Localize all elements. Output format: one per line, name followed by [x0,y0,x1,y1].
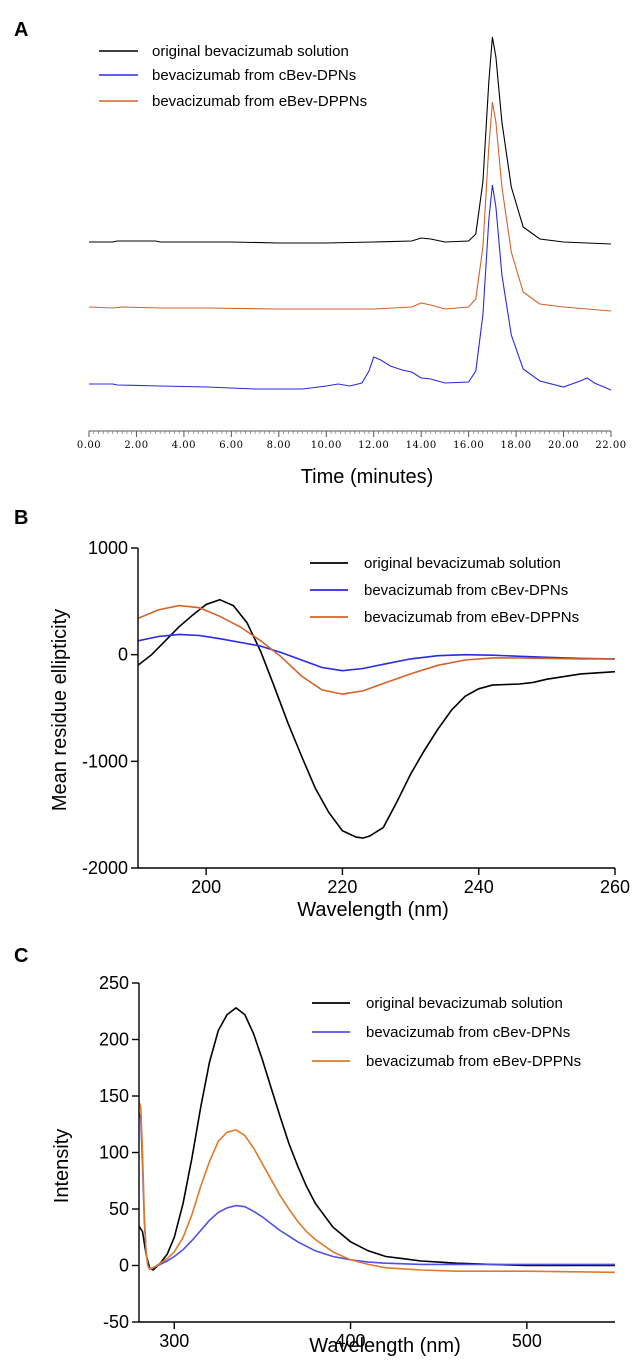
panel-b-xlabel: Wavelength (nm) [297,899,449,921]
panel-a-x-axis: 0.00 2.00 4.00 6.00 8.00 10.00 12.00 14.00 16.00… [77,430,626,451]
panel-c-y-tick-label: 0 [119,1256,129,1276]
panel-b-letter: B [14,507,28,529]
panel-a-traces [88,36,612,391]
panel-a-series-bevacizumab-from-ebev-dppns [88,101,612,312]
panel-c-x-tick-label: 500 [512,1331,542,1351]
panel-a-tick-label: 10.00 [311,440,342,451]
panel-a-legend-label: bevacizumab from cBev-DPNs [152,67,356,84]
panel-c-y-tick-label: 100 [99,1143,129,1163]
panel-b-series-original-bevacizumab-solution [138,598,615,839]
panel-a-tick-label: 2.00 [124,440,148,451]
panel-c-y-tick-label: -50 [103,1312,129,1332]
panel-c-ylabel: Intensity [51,1129,73,1203]
panel-b-series-group [138,598,615,839]
panel-a-tick-label: 8.00 [267,440,291,451]
panel-b-series-bevacizumab-from-cbev-dpns [138,633,615,672]
panel-c-legend-label: bevacizumab from eBev-DPPNs [366,1053,581,1070]
panel-a-tick-label: 6.00 [219,440,243,451]
panel-a-xlabel: Time (minutes) [301,466,434,488]
panel-a-tick-label: 0.00 [77,440,101,451]
panel-a-tick-label: 16.00 [453,440,484,451]
panel-c-y-tick-label: 50 [109,1199,129,1219]
panel-b-legend-label: bevacizumab from eBev-DPPNs [364,609,579,626]
panel-a-tick-label: 20.00 [548,440,579,451]
panel-a-tick-label: 14.00 [406,440,437,451]
panel-c-series-group [139,1006,615,1274]
panel-c-series-bevacizumab-from-cbev-dpns [139,1112,615,1270]
panel-a-series-bevacizumab-from-cbev-dpns [89,184,612,391]
panel-c-y-tick-label: 200 [99,1030,129,1050]
panel-c-letter: C [14,945,28,967]
panel-c-plot: -50 0 50 100 150 200 250 300 400 500 original beva… [99,973,615,1351]
panel-b-x-tick-label: 220 [327,877,357,897]
panel-a-tick-label: 18.00 [501,440,532,451]
panel-c-y-tick-label: 150 [99,1086,129,1106]
panel-b-x-tick-label: 200 [191,877,221,897]
panel-b-legend-label: original bevacizumab solution [364,555,561,572]
panel-a-series-original-bevacizumab-solution [89,36,612,245]
panel-a-tick-label: 4.00 [172,440,196,451]
panel-a-legend-label: original bevacizumab solution [152,43,349,60]
panel-c-legend-label: original bevacizumab solution [366,995,563,1012]
panel-a-tick-label: 22.00 [595,440,626,451]
panel-a-letter: A [14,19,28,41]
panel-b-legend-label: bevacizumab from cBev-DPNs [364,582,568,599]
panel-c-series-original-bevacizumab-solution [139,1006,615,1272]
panel-c-legend-label: bevacizumab from cBev-DPNs [366,1024,570,1041]
panel-c-x-tick-label: 300 [159,1331,189,1351]
panel-b-y-tick-label: -1000 [82,751,128,771]
panel-b-y-tick-label: 1000 [88,538,128,558]
panel-c: C -50 0 50 100 150 200 250 300 400 500 original be… [14,945,615,1357]
panel-b-ylabel: Mean residue ellipticity [49,609,71,811]
panel-b-y-tick-label: 0 [118,645,128,665]
panel-c-series-bevacizumab-from-ebev-dppns [139,1101,615,1274]
panel-b-plot: -2000 -1000 0 1000 200 220 240 260 original beva… [82,538,630,897]
panel-b-x-tick-label: 240 [464,877,494,897]
panel-a-legend-label: bevacizumab from eBev-DPPNs [152,93,367,110]
panel-b: B -2000 -1000 0 1000 200 220 240 260 original be… [14,507,630,921]
panel-a-legend: original bevacizumab solution bevacizumab… [99,43,367,110]
panel-b-y-tick-label: -2000 [82,858,128,878]
panel-b-series-bevacizumab-from-ebev-dppns [138,604,615,695]
panel-c-x-tick-label: 400 [336,1331,366,1351]
panel-c-y-tick-label: 250 [99,973,129,993]
panel-a: A 0.00 2.00 4.00 6.00 8.00 10.00 12.00 14.00 16.… [14,19,626,488]
panel-b-x-tick-label: 260 [600,877,630,897]
panel-a-tick-label: 12.00 [358,440,389,451]
panel-c-xlabel: Wavelength (nm) [309,1335,461,1357]
